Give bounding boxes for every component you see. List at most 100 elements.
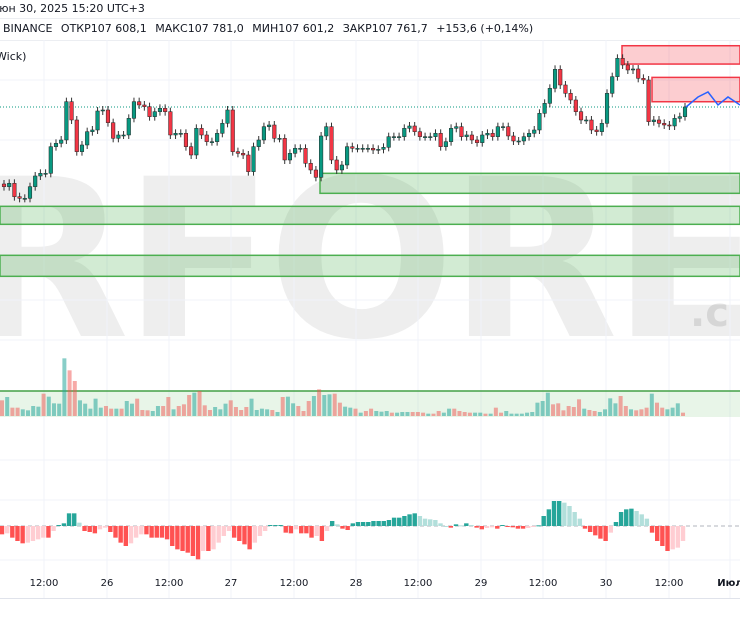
oscillator-bar	[247, 526, 252, 550]
oscillator-bar	[417, 516, 423, 526]
candle-up	[121, 134, 126, 137]
volume-bar	[514, 413, 519, 416]
candle-up	[38, 173, 43, 177]
volume-bar	[519, 413, 524, 416]
change-value: +153,6 (+0,14%)	[436, 22, 534, 35]
candle-down	[350, 146, 355, 149]
candle-up	[209, 141, 214, 143]
candle-down	[272, 124, 277, 139]
oscillator-bar	[123, 526, 129, 546]
volume-bar	[660, 407, 665, 416]
price-chart[interactable]	[0, 0, 740, 600]
oscillator-bar	[670, 526, 675, 550]
candle-down	[313, 169, 318, 178]
oscillator-bar	[293, 526, 299, 530]
volume-bar	[483, 413, 488, 416]
oscillator-bar	[329, 521, 335, 526]
volume-bar	[192, 392, 197, 416]
candle-up	[126, 118, 131, 136]
oscillator-bar	[144, 526, 149, 535]
volume-bar	[525, 412, 530, 416]
oscillator-bar	[407, 514, 412, 526]
volume-bar	[72, 381, 77, 416]
candle-up	[298, 148, 303, 150]
candle-down	[303, 148, 308, 164]
projection-line	[685, 91, 740, 108]
oscillator-bar	[159, 526, 165, 538]
oscillator-bar	[644, 518, 650, 526]
volume-bar	[369, 408, 374, 416]
candle-up	[537, 113, 542, 131]
volume-bar	[202, 405, 207, 416]
candle-down	[594, 129, 599, 132]
oscillator-bar	[433, 520, 438, 526]
volume-bar	[415, 412, 420, 416]
volume-bar	[129, 403, 134, 416]
candle-up	[454, 126, 459, 129]
volume-bar	[332, 393, 337, 416]
volume-bar	[291, 403, 296, 416]
volume-bar	[98, 407, 103, 416]
candle-down	[412, 125, 417, 132]
volume-bar	[551, 404, 556, 416]
exchange-label: · BINANCE	[0, 22, 53, 35]
volume-bar	[25, 410, 30, 416]
volume-bar	[280, 397, 285, 416]
high-value: МАКС107 781,0	[155, 22, 244, 35]
candle-up	[423, 136, 428, 138]
candle-down	[17, 196, 22, 199]
oscillator-bar	[185, 526, 190, 553]
volume-bar	[473, 412, 478, 416]
oscillator-bar	[520, 526, 526, 529]
candle-up	[27, 186, 33, 199]
candle-down	[641, 78, 646, 81]
candle-down	[573, 99, 578, 112]
oscillator-bar	[51, 526, 56, 531]
oscillator-bar	[97, 526, 103, 530]
candle-down	[511, 135, 516, 142]
volume-bar	[618, 396, 623, 416]
oscillator-bar	[195, 526, 201, 560]
candle-down	[371, 148, 376, 151]
volume-bar	[384, 411, 389, 416]
oscillator-bar	[314, 526, 319, 536]
oscillator-bar	[113, 526, 118, 538]
oscillator-bar	[551, 501, 557, 526]
indicator-label[interactable]: Wick)	[0, 50, 27, 63]
volume-bar	[109, 408, 114, 416]
candle-up	[391, 136, 396, 138]
candle-down	[578, 111, 584, 121]
x-tick-label: 12:00	[403, 578, 433, 589]
volume-bar	[436, 411, 441, 416]
volume-bar	[67, 370, 72, 416]
candle-up	[615, 58, 620, 77]
candle-down	[230, 109, 235, 152]
x-tick-label: 30	[599, 578, 613, 589]
oscillator-bar	[397, 517, 402, 526]
oscillator-bar	[479, 526, 484, 530]
candle-up	[64, 101, 69, 141]
volume-bar	[644, 407, 649, 416]
candle-down	[568, 93, 573, 101]
datetime-label: Июн 30, 2025 15:20 UTC+3	[0, 2, 145, 15]
candle-down	[74, 119, 79, 152]
x-tick-label: Июл	[717, 578, 740, 589]
candle-up	[521, 136, 526, 142]
candle-up	[552, 69, 558, 89]
oscillator-bar	[484, 526, 490, 528]
volume-bar	[228, 400, 233, 416]
candle-up	[267, 124, 272, 127]
oscillator-bar	[190, 526, 196, 556]
volume-bar	[239, 410, 244, 416]
candle-up	[397, 136, 402, 138]
oscillator-bar	[412, 513, 417, 526]
candle-down	[329, 126, 334, 161]
volume-bar	[135, 398, 140, 416]
volume-bar	[421, 412, 426, 416]
oscillator-bar	[500, 525, 505, 526]
volume-bar	[197, 391, 202, 416]
volume-bar	[561, 410, 566, 416]
candle-up	[526, 133, 532, 137]
candle-up	[90, 129, 95, 132]
demand-zone	[319, 172, 740, 195]
